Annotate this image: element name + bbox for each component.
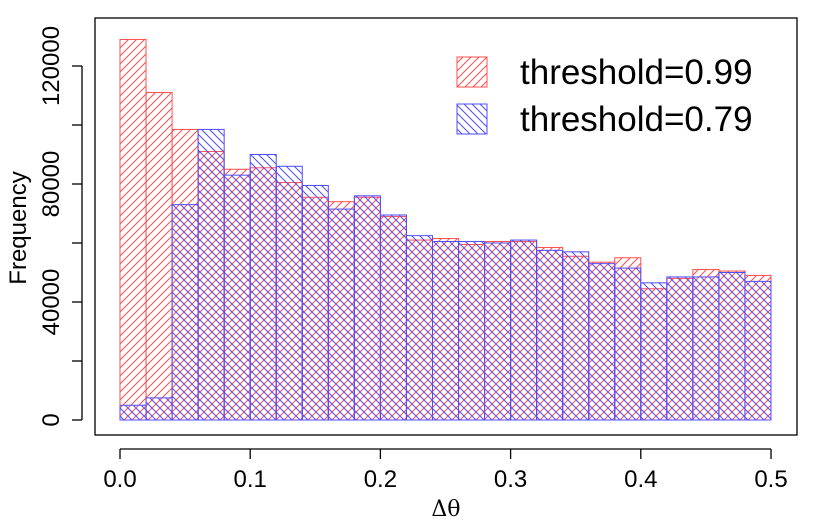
bar-threshold-079-bin-24: [744, 280, 772, 421]
bar-threshold-079-bin-19: [614, 267, 642, 421]
bar-threshold-079-bin-8: [327, 208, 355, 421]
legend-swatch-threshold-099: [456, 56, 488, 88]
bar-threshold-079-bin-1: [145, 397, 173, 421]
bar-threshold-099-bin-1: [145, 92, 173, 421]
bar-threshold-079-bin-23: [718, 272, 746, 421]
bar-threshold-079-bin-3: [197, 128, 225, 421]
bar-threshold-079-bin-5: [249, 154, 277, 421]
plot-frame: [94, 17, 798, 436]
x-axis-label: Δθ: [431, 497, 460, 522]
x-tick-label: 0.3: [494, 466, 527, 493]
bar-threshold-079-bin-7: [301, 184, 329, 421]
bar-threshold-079-bin-12: [431, 241, 460, 421]
y-axis: 0 40000 80000 120000: [38, 26, 83, 427]
bar-threshold-079-bin-15: [510, 239, 538, 421]
y-tick-label: 80000: [38, 151, 65, 218]
bar-threshold-079-bin-0: [119, 404, 147, 421]
y-tick-label: 0: [38, 413, 65, 426]
x-tick-label: 0.1: [234, 466, 267, 493]
x-tick-label: 0.2: [364, 466, 397, 493]
x-tick-label: 0.5: [754, 466, 787, 493]
legend-label-threshold-099: threshold=0.99: [520, 53, 753, 92]
series-threshold-079-bars: [119, 128, 772, 421]
bar-threshold-079-bin-2: [171, 204, 199, 421]
bar-threshold-079-bin-11: [405, 235, 433, 421]
x-tick-label: 0.0: [103, 466, 136, 493]
bar-threshold-079-bin-16: [536, 249, 564, 421]
bar-threshold-079-bin-17: [562, 251, 590, 421]
y-tick-label: 40000: [38, 269, 65, 336]
bar-threshold-099-bin-0: [119, 38, 147, 421]
y-axis-label: Frequency: [5, 171, 32, 284]
bar-threshold-079-bin-4: [223, 174, 251, 421]
legend-swatch-threshold-079: [456, 103, 488, 135]
bar-threshold-079-bin-14: [484, 242, 512, 421]
bar-threshold-079-bin-22: [692, 276, 720, 421]
x-axis: 0.0 0.1 0.2 0.3 0.4 0.5: [103, 448, 788, 493]
x-tick-label: 0.4: [624, 466, 657, 493]
bar-threshold-079-bin-9: [353, 195, 381, 421]
y-tick-label: 120000: [38, 26, 65, 106]
bar-threshold-079-bin-13: [458, 241, 486, 421]
bar-threshold-079-bin-21: [666, 276, 694, 421]
bar-threshold-079-bin-20: [640, 282, 668, 421]
legend-label-threshold-079: threshold=0.79: [520, 100, 753, 139]
legend: threshold=0.99 threshold=0.79: [456, 53, 753, 139]
bar-threshold-079-bin-18: [588, 263, 616, 421]
bar-threshold-079-bin-10: [379, 214, 407, 421]
bar-threshold-079-bin-6: [275, 165, 303, 421]
